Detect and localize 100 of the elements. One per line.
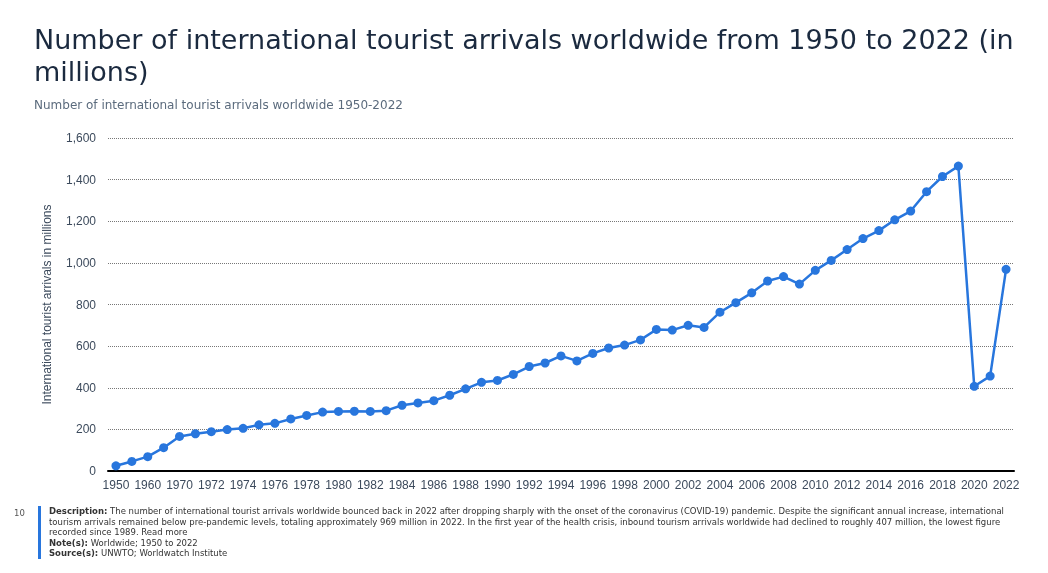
point xyxy=(159,443,169,453)
x-tick-label: 2012 xyxy=(833,478,861,492)
text: Note(s): Worldwide; 1950 to 2022 xyxy=(49,537,199,548)
x-tick-label: 1980 xyxy=(325,478,353,492)
point xyxy=(937,172,947,181)
point xyxy=(906,206,916,216)
point xyxy=(445,390,455,400)
point xyxy=(874,226,884,236)
point xyxy=(413,398,423,408)
text: Description: The number of international tourist arrivals worldwide bounced back in 2022 after dropping sharply with the onset of the coronavirus (COVID-19) pandemic. Despite the significant annual increase, international tourism arrivals remained below pre-pandemic levels, totaling approximately 969 million in 2022. In the first year of the health crisis, inbound tourism arrivals worldwide had declined to roughly 407 million, the lowest figure recorded since 1989. Read more xyxy=(49,506,1005,538)
point xyxy=(238,423,248,433)
x-tick-label: 2004 xyxy=(706,478,734,492)
x-tick-label: 2018 xyxy=(929,478,957,492)
y-axis-title: International tourist arrivals in millions xyxy=(40,204,54,405)
point xyxy=(556,351,566,361)
y-tick-label: 1,600 xyxy=(65,131,97,145)
point xyxy=(175,431,185,441)
point xyxy=(254,420,264,430)
y-tick-label: 600 xyxy=(75,339,97,354)
point xyxy=(540,358,550,368)
x-tick-label: 1988 xyxy=(452,478,480,492)
source-note: Source(s): UNWTO; Worldwatch Institute xyxy=(49,548,229,559)
point xyxy=(111,461,121,471)
x-tick-label: 1960 xyxy=(134,478,162,492)
x-tick-label: 2006 xyxy=(738,478,766,492)
x-tick-label: 2016 xyxy=(897,478,925,492)
x-tick-label: 2000 xyxy=(643,478,671,492)
y-tick-label: 800 xyxy=(75,297,97,312)
point xyxy=(333,406,343,416)
x-tick-label: 1974 xyxy=(229,478,257,492)
point xyxy=(604,343,614,353)
chart-subtitle: Number of international tourist arrivals worldwide 1950-2022 xyxy=(34,98,403,112)
x-tick-label: 1982 xyxy=(356,478,384,492)
point xyxy=(794,279,804,289)
point xyxy=(651,324,661,334)
y-tick-label: 1,000 xyxy=(65,255,97,270)
point xyxy=(810,265,820,275)
point xyxy=(270,418,280,428)
y-tick-label: 1,200 xyxy=(65,214,97,229)
y-tick-label: 0 xyxy=(89,464,97,478)
point xyxy=(222,425,232,435)
point xyxy=(190,429,200,439)
point xyxy=(731,298,741,308)
x-tick-label: 1996 xyxy=(579,478,607,492)
point xyxy=(508,369,518,379)
point xyxy=(779,272,789,282)
y-tick-label: 200 xyxy=(75,422,97,437)
point xyxy=(842,245,852,255)
point xyxy=(461,384,471,394)
point xyxy=(747,288,757,298)
x-tick-label: 1978 xyxy=(293,478,321,492)
point xyxy=(492,375,502,385)
point xyxy=(699,322,709,332)
point xyxy=(429,396,439,406)
point xyxy=(1001,264,1011,274)
point xyxy=(953,161,963,171)
point xyxy=(858,234,868,244)
point xyxy=(524,362,534,372)
point xyxy=(890,215,900,225)
chart-title: Number of international tourist arrivals worldwide from 1950 to 2022 (in millions) xyxy=(34,24,1015,88)
y-tick-label: 400 xyxy=(75,380,97,395)
point xyxy=(922,187,932,197)
x-tick-label: 1984 xyxy=(388,478,416,492)
x-tick-label: 2008 xyxy=(770,478,798,492)
point xyxy=(397,400,407,410)
point xyxy=(477,377,487,387)
x-tick-label: 1950 xyxy=(102,478,130,492)
y-tick-label: 1,400 xyxy=(65,172,97,187)
x-tick-label: 2010 xyxy=(801,478,829,492)
point xyxy=(985,371,995,381)
point xyxy=(683,320,693,330)
x-tick-label: 1986 xyxy=(420,478,448,492)
x-tick-label: 1976 xyxy=(261,478,289,492)
point xyxy=(620,340,630,350)
text: 10 xyxy=(14,508,25,518)
point xyxy=(143,452,153,462)
point xyxy=(635,335,645,345)
point xyxy=(381,406,391,416)
x-tick-label: 2002 xyxy=(674,478,702,492)
point xyxy=(572,356,582,366)
point xyxy=(588,348,598,358)
x-tick-label: 2014 xyxy=(865,478,893,492)
point xyxy=(302,410,312,420)
point xyxy=(826,255,836,265)
point xyxy=(349,406,359,416)
x-tick-label: 1972 xyxy=(197,478,225,492)
point xyxy=(206,427,216,437)
point xyxy=(318,407,328,417)
point xyxy=(715,307,725,317)
x-tick-label: 1994 xyxy=(547,478,575,492)
point xyxy=(969,381,979,391)
x-tick-label: 1970 xyxy=(166,478,194,492)
x-tick-label: 1992 xyxy=(515,478,543,492)
x-tick-label: 1990 xyxy=(484,478,512,492)
point xyxy=(365,406,375,416)
point xyxy=(286,414,296,424)
point xyxy=(763,276,773,286)
x-tick-label: 2020 xyxy=(960,478,988,492)
point xyxy=(127,456,137,466)
point xyxy=(667,325,677,335)
